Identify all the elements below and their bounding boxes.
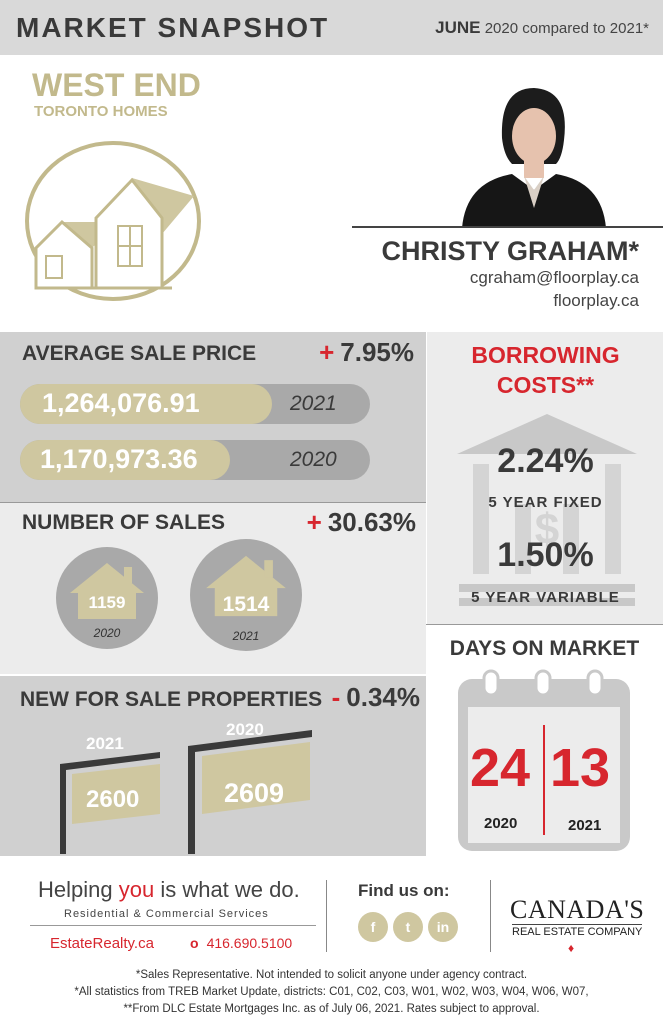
sales-year-2020: 2020 (93, 626, 121, 640)
phone-icon: o (190, 935, 199, 951)
tagline: Helping you is what we do. (38, 877, 300, 903)
sales-circle-2021: 1514 2021 (190, 539, 302, 651)
price-value-2021: 1,264,076.91 (42, 388, 200, 418)
price-year-2020: 2020 (290, 448, 337, 471)
tagline-post: is what we do. (154, 877, 300, 902)
days-value-2020: 24 (470, 738, 531, 798)
phone-number: 416.690.5100 (206, 935, 293, 951)
change-sign: + (319, 337, 335, 367)
days-on-market-panel: DAYS ON MARKET 24 13 2020 2021 (426, 624, 663, 856)
number-of-sales-title: NUMBER OF SALES (22, 511, 226, 534)
borrowing-title-line2: COSTS** (496, 372, 595, 398)
price-year-2021: 2021 (290, 392, 337, 415)
number-of-sales-panel: NUMBER OF SALES +30.63% 1159 2020 1514 2… (0, 502, 426, 674)
price-bar-fill (20, 440, 230, 480)
days-on-market-title: DAYS ON MARKET (449, 637, 640, 660)
disclaimer-2: *All statistics from TREB Market Update,… (74, 986, 589, 998)
area-subtitle: TORONTO HOMES (34, 103, 168, 120)
agent-photo (462, 88, 606, 228)
fixed-rate-label: 5 YEAR FIXED (488, 494, 603, 511)
for-sale-sign-2021-icon (60, 752, 160, 854)
days-year-2020: 2020 (484, 815, 518, 832)
change-value: 30.63% (327, 507, 416, 537)
footer-separator (490, 880, 491, 952)
disclaimer-3: **From DLC Estate Mortgages Inc. as of J… (123, 1003, 540, 1015)
change-sign: - (331, 682, 341, 712)
brand-name: CANADA'S (510, 895, 645, 924)
services-label: Residential & Commercial Services (64, 908, 269, 920)
average-sale-price-title: AVERAGE SALE PRICE (22, 342, 257, 365)
sales-value-2021: 1514 (222, 593, 270, 616)
for-sale-value-2021: 2600 (86, 786, 140, 813)
header-bar (0, 0, 663, 55)
footer-divider (30, 925, 316, 926)
number-of-sales-change: +30.63% (307, 507, 416, 538)
average-sale-price-panel: AVERAGE SALE PRICE +7.95% 1,264,076.91 2… (0, 332, 426, 502)
price-bar-2021: 1,264,076.91 2021 (20, 384, 370, 424)
find-us-label: Find us on: (358, 881, 450, 900)
variable-rate-label: 5 YEAR VARIABLE (471, 589, 620, 606)
sales-circle-2020: 1159 2020 (56, 547, 158, 649)
maple-leaf-icon: ♦ (568, 941, 575, 955)
change-sign: + (306, 507, 322, 537)
fixed-rate-value: 2.24% (497, 442, 594, 480)
month-label: JUNE (435, 18, 481, 37)
borrowing-costs-panel: BORROWING COSTS** $ 2.24% 5 YEAR FIXED 1… (426, 332, 663, 624)
linkedin-icon[interactable]: in (428, 912, 458, 942)
footer-separator (326, 880, 327, 952)
change-value: 7.95% (340, 337, 414, 367)
facebook-icon[interactable]: f (358, 912, 388, 942)
twitter-icon[interactable]: t (393, 912, 423, 942)
average-sale-price-change: +7.95% (319, 337, 414, 368)
for-sale-year-2020: 2020 (226, 720, 264, 739)
change-value: 0.34% (346, 682, 420, 712)
variable-rate-value: 1.50% (497, 536, 594, 574)
borrowing-title-line1: BORROWING (471, 342, 620, 368)
new-for-sale-change: -0.34% (332, 682, 420, 713)
brand-tagline: REAL ESTATE COMPANY (512, 926, 643, 938)
comparison-period: JUNE 2020 compared to 2021* (435, 18, 649, 38)
price-bar-2020: 1,170,973.36 2020 (20, 440, 370, 480)
house-illustration-icon (25, 141, 201, 301)
agent-divider (352, 226, 663, 228)
brand-divider (512, 924, 642, 925)
comparison-label: 2020 compared to 2021* (484, 20, 649, 37)
for-sale-year-2021: 2021 (86, 734, 124, 753)
calendar-icon (458, 669, 630, 851)
house-icon (70, 563, 144, 619)
sales-value-2020: 1159 (88, 593, 126, 612)
tagline-you: you (118, 877, 155, 902)
page-title: MARKET SNAPSHOT (16, 12, 330, 43)
tagline-pre: Helping (38, 877, 119, 902)
agent-email-link[interactable]: cgraham@floorplay.ca (469, 268, 639, 287)
house-icon (206, 555, 286, 617)
price-value-2020: 1,170,973.36 (40, 444, 198, 474)
bank-icon: $ (457, 414, 637, 606)
agent-name: CHRISTY GRAHAM* (381, 236, 639, 266)
disclaimer-1: *Sales Representative. Not intended to s… (135, 969, 528, 981)
company-website-link[interactable]: EstateRealty.ca (50, 935, 154, 952)
area-title: WEST END (32, 67, 201, 103)
company-phone[interactable]: o 416.690.5100 (190, 935, 292, 951)
days-value-2021: 13 (550, 738, 611, 798)
svg-text:$: $ (535, 505, 559, 554)
new-for-sale-title: NEW FOR SALE PROPERTIES (20, 688, 323, 711)
sales-year-2021: 2021 (232, 629, 260, 643)
for-sale-value-2020: 2609 (224, 778, 285, 808)
price-bar-fill (20, 384, 272, 424)
for-sale-sign-2020-icon (188, 730, 312, 854)
days-year-2021: 2021 (568, 817, 602, 834)
new-for-sale-panel: NEW FOR SALE PROPERTIES -0.34% 2021 2600… (0, 676, 426, 856)
agent-website-link[interactable]: floorplay.ca (553, 291, 639, 310)
